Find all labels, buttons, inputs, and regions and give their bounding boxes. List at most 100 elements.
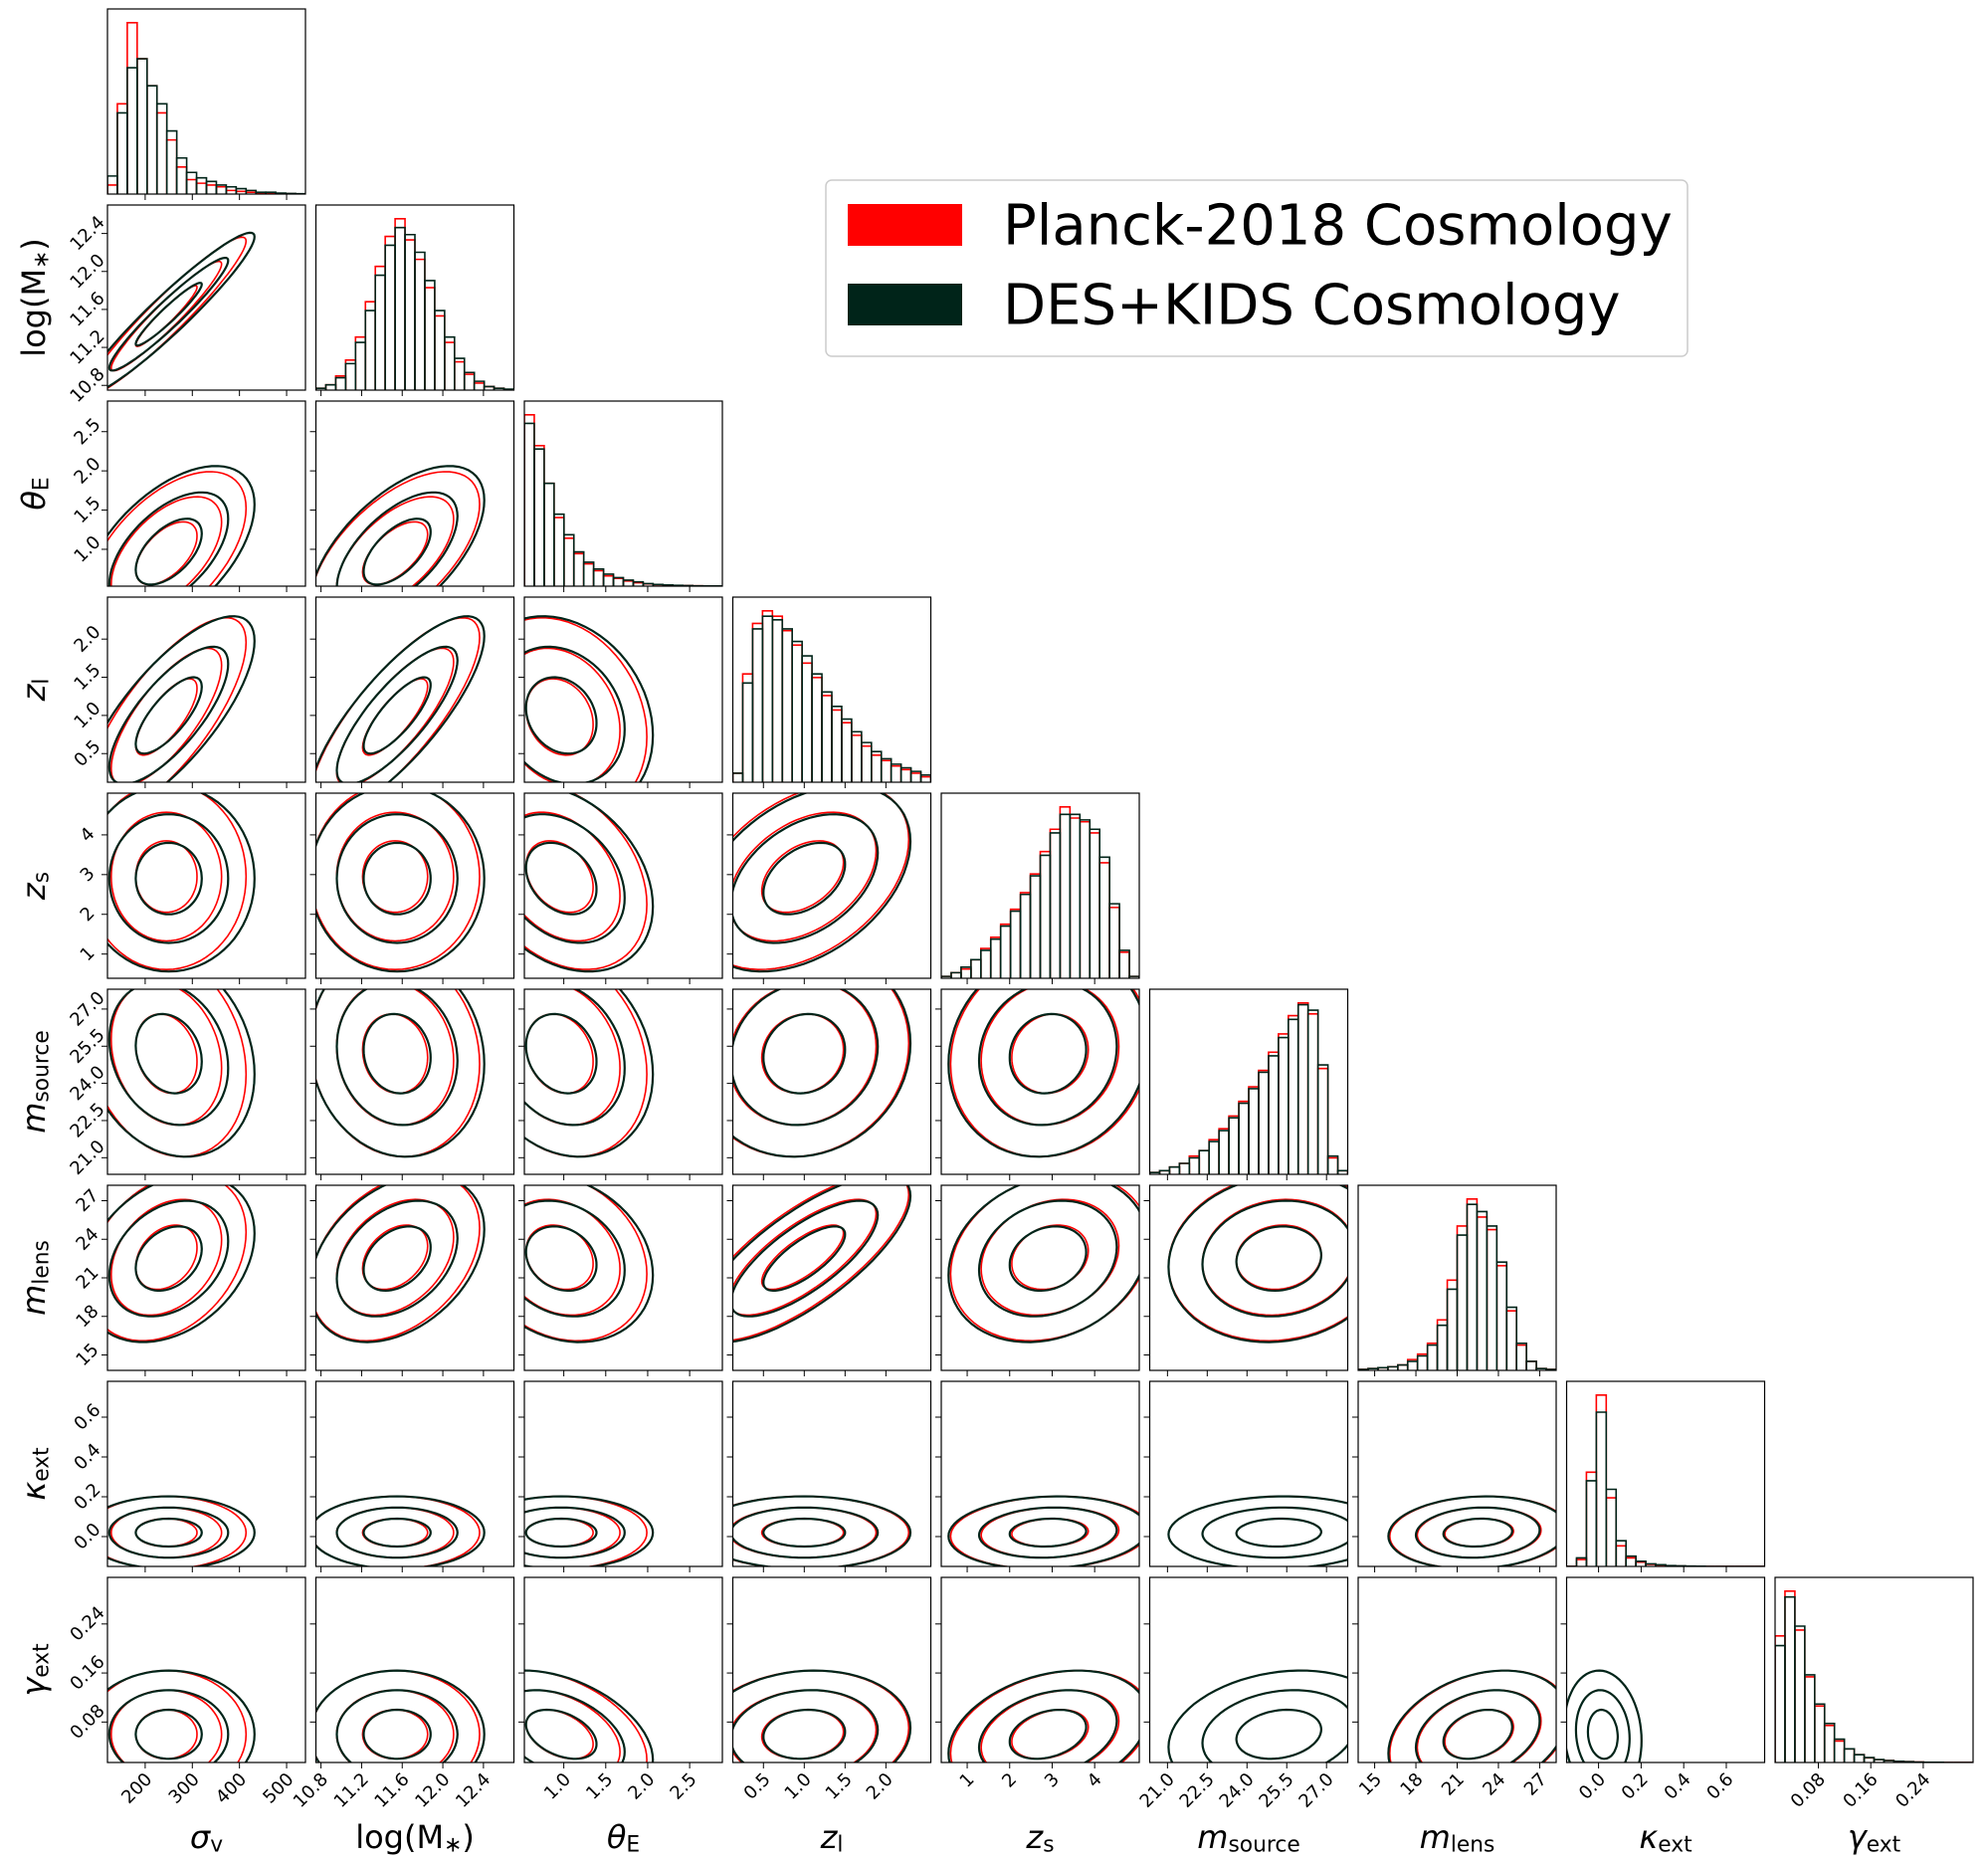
contour [947, 989, 1139, 1158]
y-tick-label: 1.5 [70, 493, 104, 527]
contour [732, 793, 910, 971]
panel-plot [1167, 1669, 1348, 1762]
contour [732, 1198, 878, 1317]
hist-bin [1258, 1071, 1270, 1174]
label-main: m [1420, 1818, 1451, 1856]
panel-frame [523, 988, 723, 1175]
hist-bin [1168, 1165, 1181, 1174]
label-sub: s [29, 872, 54, 883]
contour [109, 989, 223, 1127]
contour [762, 1012, 847, 1095]
hist-bin [732, 772, 744, 782]
hist-bin [1843, 1748, 1856, 1762]
panel: 0.0 0.2 0.4 0.6 [70, 1380, 306, 1572]
contour [134, 676, 203, 755]
hist-bin [1118, 949, 1130, 978]
legend-swatch [848, 284, 962, 325]
panel-frame [940, 1184, 1140, 1371]
contour [134, 841, 203, 916]
contour [1167, 1185, 1348, 1344]
panel-frame [314, 792, 515, 979]
contour [107, 257, 230, 372]
panel [518, 1184, 723, 1376]
hist-bin [434, 314, 446, 390]
hist-bin [533, 448, 545, 586]
hist-bin [1188, 1154, 1201, 1174]
hist-bin [1406, 1360, 1419, 1370]
hist-bin [871, 754, 883, 782]
hist-bin [1505, 1310, 1517, 1370]
contour [762, 1708, 847, 1760]
hist-bin [1595, 1411, 1608, 1566]
hist-bin [473, 382, 486, 390]
contour [947, 1185, 1139, 1344]
hist-bin [1416, 1354, 1429, 1370]
hist-bin [851, 730, 863, 782]
hist-bin [1486, 1225, 1498, 1370]
label-sub: lens [29, 1240, 54, 1285]
hist-bin [344, 359, 357, 390]
x-tick-label: 0.16 [1839, 1769, 1882, 1812]
panel-plot [947, 1185, 1139, 1344]
contour [362, 1012, 432, 1095]
hist-bin [1306, 1009, 1319, 1174]
hist-bin [205, 180, 218, 194]
hist-bin [1178, 1162, 1191, 1174]
contour [361, 1224, 429, 1291]
hist-bin [602, 574, 615, 586]
contour [315, 989, 486, 1158]
contour [524, 1185, 655, 1344]
contour [732, 1506, 880, 1559]
hist-bin [612, 577, 625, 586]
hist-bin [1446, 1288, 1459, 1370]
axis-label: log(M∗) [355, 1818, 475, 1857]
label-sub: l [837, 1832, 843, 1857]
hist-bin [1039, 850, 1052, 978]
hist-bin [1029, 873, 1042, 978]
hist-bin [1228, 1115, 1240, 1174]
hist-bin [890, 764, 902, 782]
contour [732, 989, 880, 1127]
legend-text: Planck-2018 Cosmology [1003, 194, 1673, 259]
hist-bin [384, 244, 396, 390]
x-tick-label: 11.2 [330, 1769, 373, 1812]
panel [935, 988, 1140, 1180]
panel-plot [107, 989, 256, 1158]
contour [524, 840, 594, 914]
x-tick-label: 27 [1520, 1769, 1551, 1800]
contour [1201, 1689, 1348, 1762]
contour [134, 1012, 203, 1095]
label-sub: source [1228, 1832, 1299, 1857]
contour [107, 813, 230, 944]
hist-bin [414, 258, 426, 390]
contour [335, 813, 459, 944]
hist-bin [107, 184, 118, 194]
contour [107, 231, 256, 389]
hist-bin [1218, 1128, 1230, 1174]
contour [1235, 1709, 1322, 1760]
hist-bin [741, 682, 754, 782]
hist-bin [1049, 832, 1062, 978]
contour [732, 793, 912, 973]
contour [760, 840, 845, 914]
hist-bin [1784, 1589, 1796, 1762]
panel-frame [1565, 1576, 1766, 1763]
contour [732, 1185, 912, 1344]
hist-bin [1089, 832, 1100, 978]
hist-bin [543, 482, 555, 586]
contour [1167, 1669, 1348, 1762]
hist-bin [146, 85, 158, 194]
contour [134, 1224, 198, 1291]
hist-bin [1605, 1488, 1618, 1566]
legend: Planck-2018 Cosmology DES+KIDS Cosmology [825, 179, 1689, 357]
hist-bin [801, 655, 813, 782]
panel-plot [315, 989, 486, 1158]
panel-frame [106, 8, 306, 195]
contour [315, 1669, 486, 1762]
hist-bin [1049, 828, 1062, 978]
hist-bin [116, 111, 128, 194]
panel-frame [1148, 988, 1349, 1175]
hist-bin [831, 709, 843, 782]
contour [732, 1689, 880, 1762]
contour [980, 989, 1120, 1127]
